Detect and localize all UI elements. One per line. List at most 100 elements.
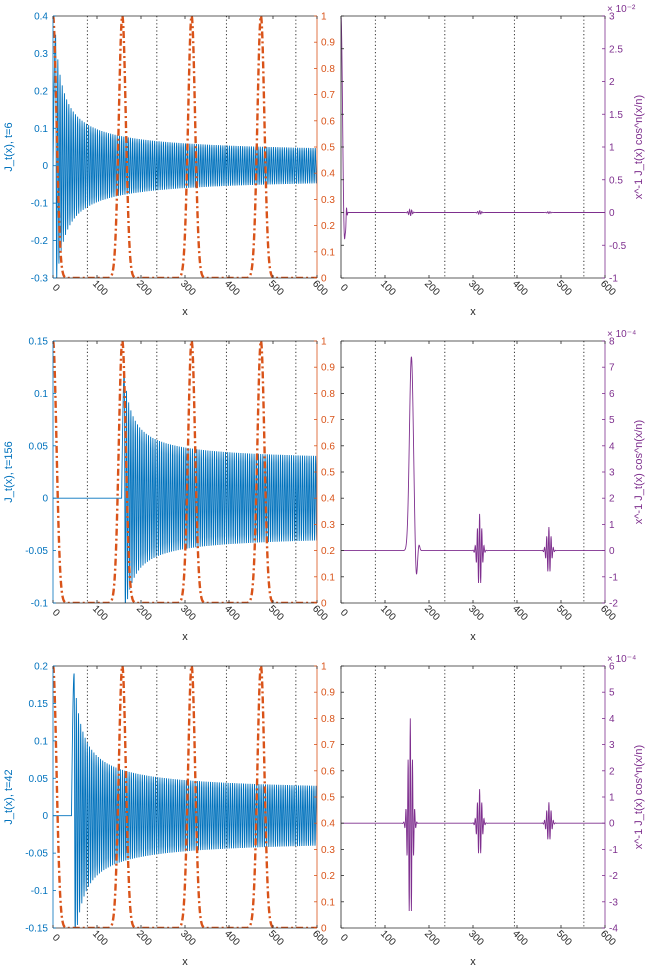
y-tick-label-left: 0.15 — [29, 699, 49, 710]
y-tick-label-right: 0 — [321, 924, 327, 935]
y-tick-label-right: 0.8 — [321, 389, 335, 400]
y-tick-label-right: 0.3 — [321, 195, 335, 206]
y-tick-label-left: -0.05 — [25, 546, 48, 557]
y-axis-label-left: J_t(x), t=42 — [3, 769, 15, 824]
y-tick-label-right: 8 — [609, 337, 615, 348]
y-tick-label-right: -2 — [609, 599, 618, 610]
y-tick-label-right: 0 — [609, 208, 615, 219]
series-blue-line — [53, 673, 317, 928]
x-tick-label: 600 — [310, 278, 330, 298]
y-axis-label-right: x^-1 J_t(x) cos^n(x/n) — [633, 420, 645, 524]
y-tick-label-left: 0 — [42, 494, 48, 505]
y-tick-label-right: 0.8 — [321, 714, 335, 725]
y-tick-label-right: -1 — [609, 274, 618, 285]
x-tick-label: 200 — [422, 928, 442, 948]
x-tick-label: 300 — [178, 278, 198, 298]
y-tick-label-right: 7 — [609, 363, 615, 374]
x-axis-label: x — [182, 956, 188, 968]
y-tick-label-right: 4 — [609, 714, 615, 725]
y-tick-label-right: 0.1 — [321, 247, 335, 258]
x-tick-label: 200 — [422, 278, 442, 298]
y-tick-label-left: 0.4 — [34, 12, 48, 23]
panel-row3-left: 0 100 200 300 400 500 600 x -0.15 -0.1 -0.05 0 0.05 0… — [3, 662, 335, 969]
x-tick-label: 100 — [90, 278, 110, 298]
y-tick-label-right: 1 — [321, 337, 327, 348]
x-tick-label: 300 — [178, 603, 198, 623]
x-tick-label: 200 — [422, 603, 442, 623]
y-tick-label-left: 0.05 — [29, 774, 49, 785]
y-tick-label-right: 0.5 — [321, 793, 335, 804]
x-tick-label: 500 — [554, 928, 574, 948]
y-tick-label-right: 1 — [321, 12, 327, 23]
y-tick-label-right: 0.9 — [321, 38, 335, 49]
y-tick-label-right: -1 — [609, 845, 618, 856]
y-tick-label-right: 0.3 — [321, 845, 335, 856]
x-tick-label: 300 — [466, 928, 486, 948]
x-tick-label: 400 — [222, 278, 242, 298]
y-tick-label-right: -3 — [609, 897, 618, 908]
panel-row2-left: 0 100 200 300 400 500 600 x -0.1 -0.05 0 0.05 0.1 0.1… — [3, 337, 335, 644]
y-tick-label-left: 0.1 — [34, 124, 48, 135]
y-tick-label-right: 0.3 — [321, 520, 335, 531]
series-purple-line — [341, 356, 605, 583]
y-tick-label-right: -1 — [609, 572, 618, 583]
y-tick-label-left: 0.05 — [29, 441, 49, 452]
y-tick-label-right: 0 — [321, 599, 327, 610]
y-tick-label-right: 5 — [609, 688, 615, 699]
y-tick-label-right: 0.1 — [321, 572, 335, 583]
x-tick-label: 0 — [338, 282, 350, 294]
x-tick-label: 100 — [378, 603, 398, 623]
x-tick-label: 100 — [90, 928, 110, 948]
x-tick-label: 400 — [510, 278, 530, 298]
x-tick-label: 0 — [50, 282, 62, 294]
y-tick-label-right: 3 — [609, 12, 615, 23]
y-tick-label-left: -0.1 — [31, 199, 49, 210]
y-tick-label-right: 0 — [321, 274, 327, 285]
panel-row1-right: 0 100 200 300 400 500 600x-1-0.500.511.522.53×… — [338, 4, 645, 318]
y-tick-label-right: 0.4 — [321, 169, 335, 180]
y-tick-label-right: 6 — [609, 389, 615, 400]
y-tick-label-right: -4 — [609, 924, 618, 935]
y-tick-label-right: 0.6 — [321, 766, 335, 777]
y-tick-label-left: 0.1 — [34, 389, 48, 400]
x-tick-label: 0 — [338, 932, 350, 944]
y-tick-label-right: 0.2 — [321, 221, 335, 232]
y-tick-label-right: 4 — [609, 441, 615, 452]
y-tick-label-right: 0 — [609, 819, 615, 830]
y-tick-label-right: 1 — [609, 793, 615, 804]
y-tick-label-left: 0.2 — [34, 86, 48, 97]
x-tick-label: 500 — [266, 278, 286, 298]
y-axis-label-right: x^-1 J_t(x) cos^n(x/n) — [633, 745, 645, 849]
x-axis-label: x — [182, 631, 188, 643]
y-tick-label-right: 2.5 — [609, 44, 623, 55]
y-tick-label-right: 0.7 — [321, 415, 335, 426]
x-tick-label: 600 — [310, 928, 330, 948]
x-tick-label: 200 — [134, 928, 154, 948]
y-tick-label-right: 0.6 — [321, 116, 335, 127]
panel-row1-left: 0 100 200 300 400 500 600 x -0.3 -0.2 -0.1 0 0.1 0.2 0… — [3, 12, 335, 319]
x-tick-label: 0 — [338, 607, 350, 619]
y-tick-label-right: 0.7 — [321, 740, 335, 751]
series-purple-line — [341, 718, 605, 912]
y-tick-label-right: 1 — [609, 143, 615, 154]
y-axis-exponent: × 10⁻⁴ — [607, 329, 636, 340]
y-tick-label-right: 3 — [609, 740, 615, 751]
y-tick-label-right: 0.2 — [321, 871, 335, 882]
y-tick-label-right: 0.5 — [321, 468, 335, 479]
x-tick-label: 600 — [310, 603, 330, 623]
y-tick-label-left: 0 — [42, 811, 48, 822]
x-tick-label: 300 — [466, 603, 486, 623]
y-tick-label-left: 0.2 — [34, 662, 48, 673]
x-tick-label: 400 — [222, 928, 242, 948]
y-tick-label-right: 0.8 — [321, 64, 335, 75]
x-tick-label: 0 — [50, 607, 62, 619]
y-tick-label-right: 0.5 — [609, 175, 623, 186]
x-axis-label: x — [182, 306, 188, 318]
y-tick-label-right: 0 — [609, 546, 615, 557]
x-tick-label: 200 — [134, 603, 154, 623]
x-tick-label: 500 — [554, 278, 574, 298]
x-tick-label: 300 — [178, 928, 198, 948]
x-axis-label: x — [470, 956, 476, 968]
